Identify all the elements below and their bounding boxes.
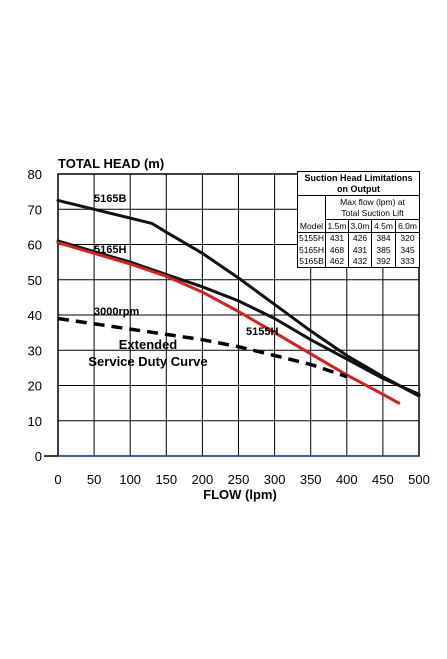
table-row: 5165B 462 432 392 333 (297, 255, 421, 269)
x-tick-label: 400 (336, 472, 358, 487)
y-tick-label: 40 (28, 308, 42, 323)
table-cell: 385 (371, 244, 396, 256)
x-tick-label: 100 (119, 472, 141, 487)
table-title-line-2: on Output (296, 183, 421, 196)
y-tick-label: 80 (28, 167, 42, 182)
x-axis-title: FLOW (lpm) (203, 487, 277, 502)
x-tick-label: 350 (300, 472, 322, 487)
x-tick-label: 150 (155, 472, 177, 487)
series-label-5165h: 5165H (94, 244, 126, 256)
x-tick-label: 300 (264, 472, 286, 487)
y-tick-label: 50 (28, 273, 42, 288)
series-line-3000rpm (57, 316, 348, 379)
table-row: 5155H 431 426 384 320 (297, 231, 421, 245)
x-tick-label: 0 (54, 472, 61, 487)
series-label-5165b: 5165B (94, 193, 126, 205)
series-line-5165h (56, 239, 421, 396)
x-tick-label: 450 (372, 472, 394, 487)
y-tick-label: 10 (28, 414, 42, 429)
y-tick-label: 20 (28, 379, 42, 394)
table-subtitle-line-1: Max flow (lpm) at (324, 195, 421, 208)
table-title-line-1: Suction Head Limitations (296, 171, 421, 184)
axis-ticks: 0 50 100 150 200 250 300 350 400 450 500 0 10 20 30 40 5… (28, 167, 430, 487)
series-label-3000rpm: 3000rpm (94, 306, 139, 318)
y-tick-label: 70 (28, 202, 42, 217)
table-header-cell: 6.0m (394, 219, 421, 233)
table-cell: 5155H (297, 231, 326, 245)
table-cell: 320 (394, 231, 421, 245)
table-header-model: Model (297, 219, 326, 233)
table-header-cell: 3.0m (348, 219, 372, 233)
x-tick-label: 200 (192, 472, 214, 487)
table-cell: 431 (325, 231, 349, 245)
table-cell: 432 (348, 255, 372, 269)
table-cell: 345 (394, 244, 421, 256)
annotation-line-2: Service Duty Curve (88, 354, 207, 369)
table-cell: 426 (348, 231, 372, 245)
y-tick-label: 60 (28, 238, 42, 253)
series-line-5165b (56, 198, 421, 398)
table-cell: 431 (348, 244, 372, 256)
table-header-cell: 1.5m (325, 219, 349, 233)
table-cell: 5165B (297, 255, 326, 269)
table-header-cell: 4.5m (371, 219, 396, 233)
table-corner-cell (297, 195, 326, 208)
table-subtitle-line-2: Total Suction Lift (324, 207, 421, 220)
chart-title: TOTAL HEAD (m) (58, 156, 164, 171)
x-tick-label: 50 (87, 472, 101, 487)
table-cell: 5165H (297, 244, 326, 256)
table-cell: 384 (371, 231, 396, 245)
table-cell: 333 (394, 255, 421, 269)
table-corner-cell (297, 207, 326, 220)
y-tick-label: 30 (28, 343, 42, 358)
suction-head-table: Suction Head Limitations on Output Max f… (296, 171, 421, 269)
x-tick-label: 500 (408, 472, 430, 487)
table-cell: 468 (325, 244, 349, 256)
x-tick-label: 250 (228, 472, 250, 487)
chart-series (56, 198, 421, 405)
y-tick-label: 0 (35, 449, 42, 464)
series-line-5155h (56, 241, 401, 405)
series-label-5155h: 5155H (246, 326, 278, 338)
table-cell: 462 (325, 255, 349, 269)
annotation-line-1: Extended (119, 337, 178, 352)
table-row: 5165H 468 431 385 345 (297, 244, 421, 256)
table-cell: 392 (371, 255, 396, 269)
